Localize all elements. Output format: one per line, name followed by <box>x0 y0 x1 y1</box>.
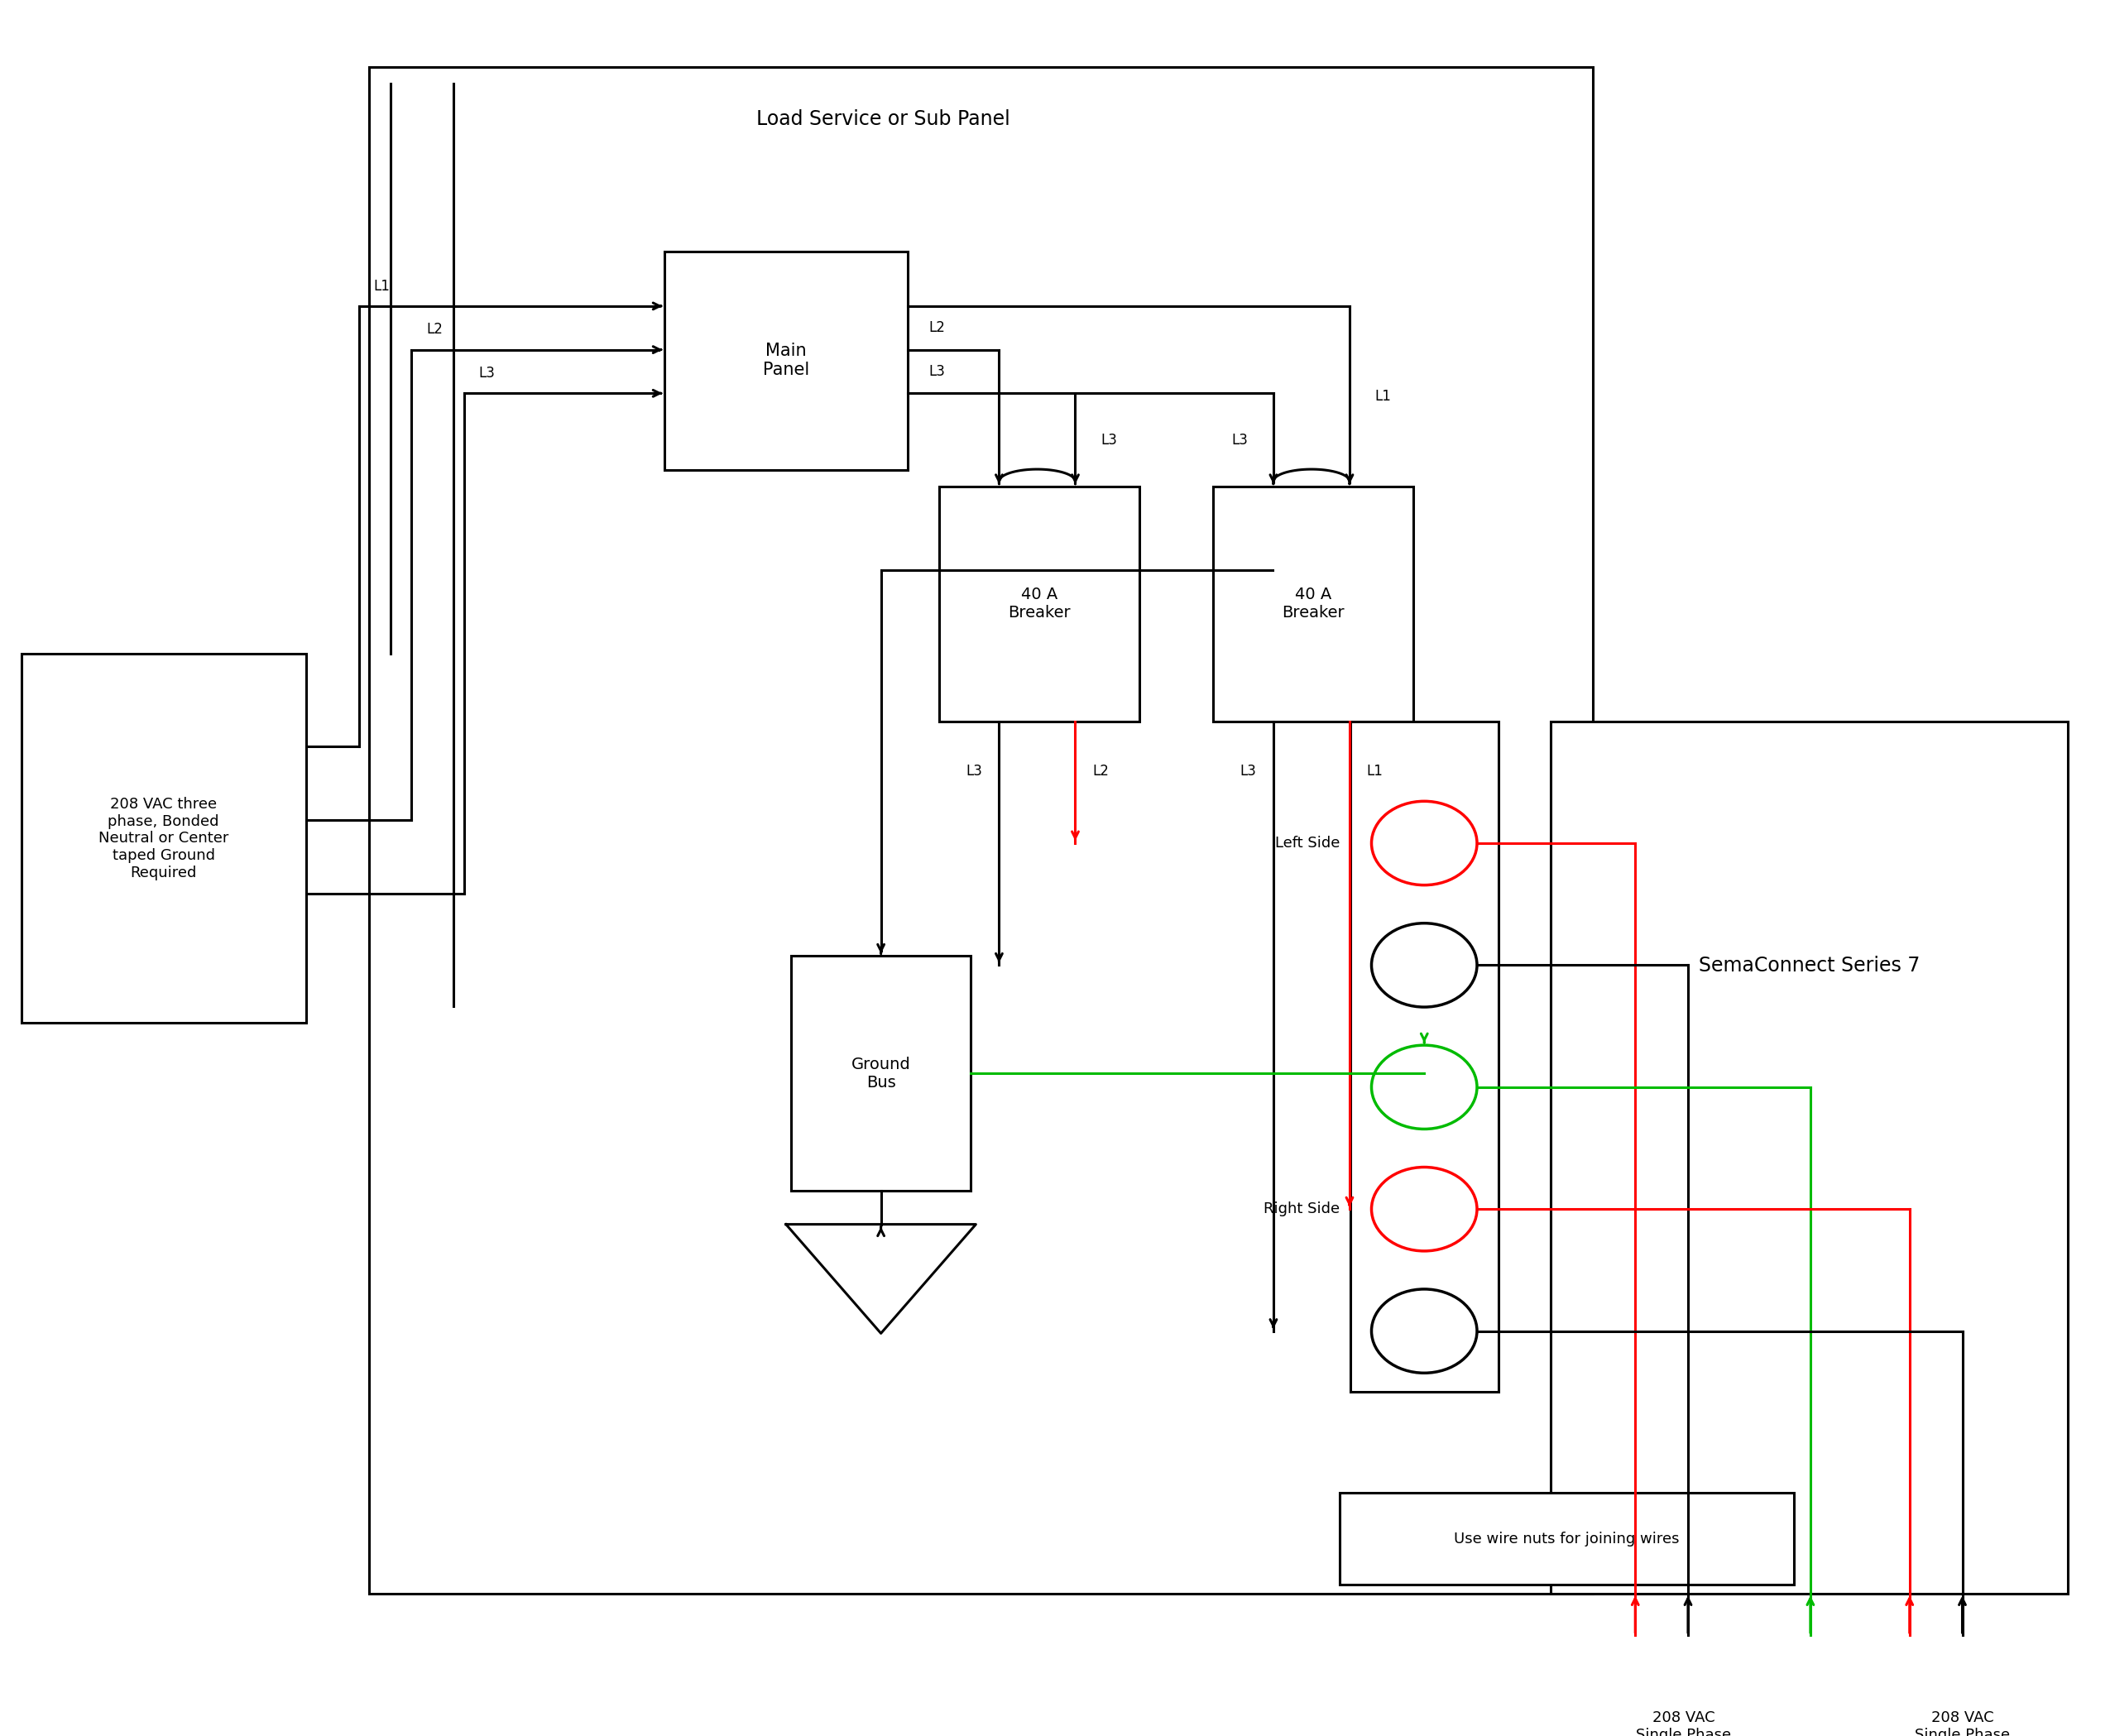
Text: 208 VAC three
phase, Bonded
Neutral or Center
taped Ground
Required: 208 VAC three phase, Bonded Neutral or C… <box>99 797 228 880</box>
Circle shape <box>1372 802 1477 885</box>
Text: L3: L3 <box>928 365 945 378</box>
Text: L2: L2 <box>1093 764 1108 779</box>
Text: L2: L2 <box>426 323 443 337</box>
Text: 208 VAC
Single Phase: 208 VAC Single Phase <box>1635 1710 1732 1736</box>
FancyBboxPatch shape <box>1340 1493 1793 1585</box>
Text: Use wire nuts for joining wires: Use wire nuts for joining wires <box>1454 1531 1680 1547</box>
FancyBboxPatch shape <box>1213 486 1414 720</box>
FancyBboxPatch shape <box>665 252 907 470</box>
Text: SemaConnect Series 7: SemaConnect Series 7 <box>1699 955 1920 976</box>
Text: L3: L3 <box>479 366 496 380</box>
Text: Right Side: Right Side <box>1264 1201 1340 1217</box>
Text: Main
Panel: Main Panel <box>762 342 810 378</box>
FancyBboxPatch shape <box>791 957 971 1191</box>
FancyBboxPatch shape <box>1551 720 2068 1594</box>
Circle shape <box>1372 1167 1477 1252</box>
FancyBboxPatch shape <box>21 654 306 1023</box>
Text: 40 A
Breaker: 40 A Breaker <box>1283 587 1344 621</box>
Text: L1: L1 <box>373 278 390 293</box>
Text: L2: L2 <box>928 321 945 335</box>
Text: 208 VAC
Single Phase: 208 VAC Single Phase <box>1914 1710 2011 1736</box>
FancyBboxPatch shape <box>1350 720 1498 1392</box>
Text: L1: L1 <box>1367 764 1382 779</box>
Circle shape <box>1372 924 1477 1007</box>
Text: Left Side: Left Side <box>1274 835 1340 851</box>
Circle shape <box>1372 1290 1477 1373</box>
Text: Ground
Bus: Ground Bus <box>850 1057 912 1090</box>
Text: L3: L3 <box>1241 764 1255 779</box>
Text: L3: L3 <box>1101 432 1116 448</box>
Text: L3: L3 <box>1232 432 1247 448</box>
Circle shape <box>1372 1045 1477 1128</box>
Text: Load Service or Sub Panel: Load Service or Sub Panel <box>755 109 1011 128</box>
FancyBboxPatch shape <box>939 486 1139 720</box>
Text: L3: L3 <box>966 764 981 779</box>
Text: 40 A
Breaker: 40 A Breaker <box>1009 587 1070 621</box>
FancyBboxPatch shape <box>369 68 1593 1594</box>
Text: L1: L1 <box>1376 389 1390 404</box>
